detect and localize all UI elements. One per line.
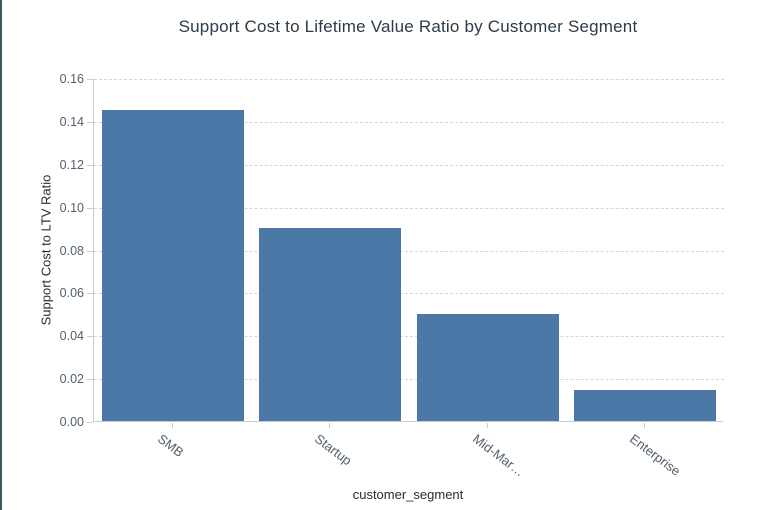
y-tick-label: 0.00: [59, 415, 84, 429]
x-axis-tick: [329, 423, 331, 428]
bar-enterprise: [574, 389, 717, 421]
x-tick-label: Startup: [312, 431, 355, 469]
y-tick-label: 0.06: [59, 286, 84, 301]
y-tick-label: 0.12: [59, 157, 84, 172]
y-tick-label: 0.04: [59, 329, 84, 344]
y-axis-tick: [87, 164, 93, 166]
y-gridline: [94, 379, 724, 381]
x-axis-tick: [171, 423, 173, 428]
y-axis-tick: [87, 207, 93, 209]
y-axis-tick: [87, 422, 93, 423]
y-tick-label: 0.10: [59, 200, 84, 215]
chart-title: Support Cost to Lifetime Value Ratio by …: [178, 17, 638, 36]
y-axis-tick: [87, 250, 93, 252]
y-gridline: [94, 336, 724, 338]
x-tick-label: Enterprise: [627, 431, 684, 479]
y-gridline: [94, 293, 724, 295]
y-axis-tick: [87, 79, 93, 80]
y-tick-label: 0.02: [59, 372, 84, 387]
y-gridline: [94, 121, 724, 123]
y-axis-tick: [87, 121, 93, 123]
y-tick-label: 0.16: [59, 72, 84, 86]
bar-startup: [259, 228, 402, 421]
plot-area: [93, 79, 724, 422]
x-axis-title: customer_segment: [352, 487, 464, 502]
y-gridline: [94, 250, 724, 252]
x-axis-tick: [486, 423, 488, 428]
y-axis-tick: [87, 379, 93, 381]
y-axis-tick: [87, 293, 93, 295]
y-tick-label: 0.08: [59, 243, 84, 258]
x-axis-tick: [644, 423, 646, 428]
y-tick-label: 0.14: [59, 114, 84, 129]
y-gridline: [94, 207, 724, 209]
x-tick-label: Mid-Mar…: [469, 431, 528, 480]
y-gridline: [94, 164, 724, 166]
x-tick-label: SMB: [154, 431, 187, 460]
window-left-border: [0, 0, 2, 510]
y-gridline: [94, 79, 724, 80]
bar-smb: [101, 110, 244, 421]
y-axis-tick: [87, 336, 93, 338]
bar-midmar: [416, 313, 559, 421]
